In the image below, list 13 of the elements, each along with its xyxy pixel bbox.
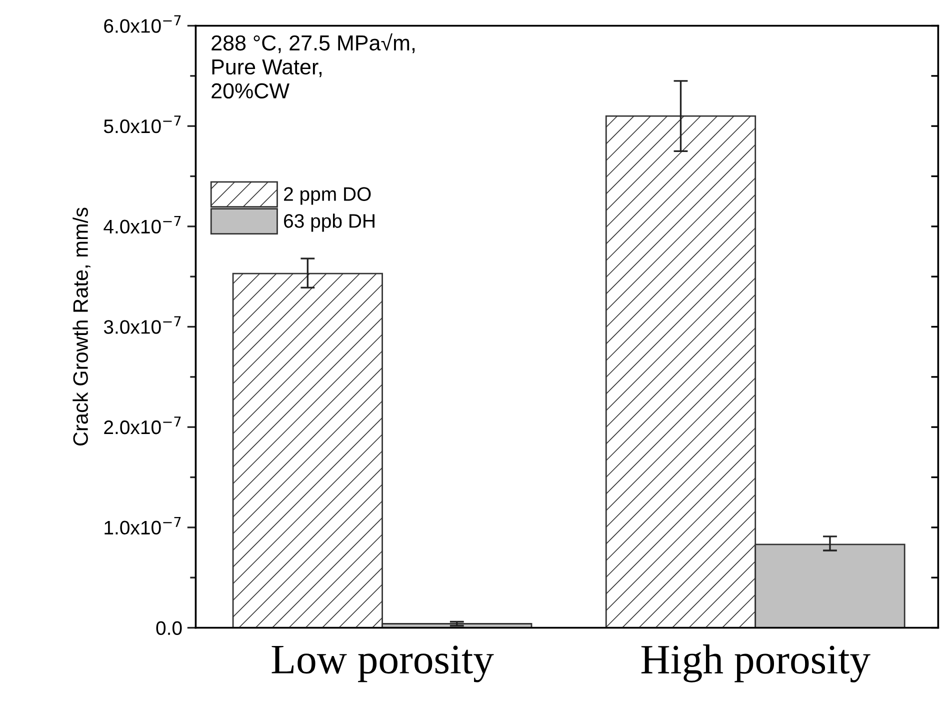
x-tick-label: Low porosity xyxy=(272,646,494,682)
y-axis-title: Crack Growth Rate, mm/s xyxy=(72,208,90,446)
legend-label: 63 ppb DH xyxy=(284,214,374,232)
y-tick-label: 6.0x10$^{−7}$ xyxy=(104,15,181,33)
y-tick-label: 1.0x10$^{−7}$ xyxy=(104,516,181,535)
annotation: 288 °C, 27.5 MPa√m, Pure Water, 20%CW xyxy=(212,33,415,99)
x-tick-label: High porosity xyxy=(641,644,870,682)
y-tick-label: 3.0x10$^{−7}$ xyxy=(104,316,181,334)
y-tick-label: 4.0x10$^{−7}$ xyxy=(104,216,181,234)
y-tick-label: 2.0x10$^{−7}$ xyxy=(104,416,181,434)
y-tick-label: 0.0 xyxy=(156,621,182,636)
legend-label: 2 ppm DO xyxy=(284,187,371,205)
y-tick-label: 5.0x10$^{−7}$ xyxy=(104,116,181,134)
